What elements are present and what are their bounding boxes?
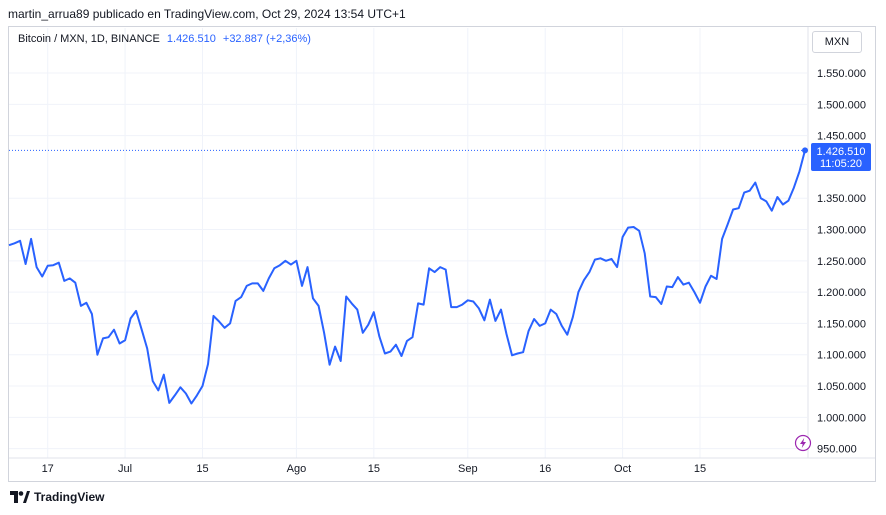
y-tick-label: 1.100.000 [817,350,866,362]
x-tick-label: 15 [694,463,706,475]
y-tick-label: 1.550.000 [817,68,866,80]
price-axis: 950.000 1.000.000 1.050.000 1.100.000 1.150.… [807,27,866,458]
series-line [8,150,806,405]
countdown-label: 11:05:20 [820,158,862,170]
x-tick-label: 17 [42,463,54,475]
y-tick-label: 1.000.000 [817,412,866,424]
time-axis: 17 Jul 15 Ago 15 Sep 16 Oct 15 [9,457,875,475]
x-tick-label: Sep [458,463,478,475]
x-tick-label: Jul [118,463,132,475]
y-tick-label: 1.050.000 [817,381,866,393]
footer: TradingView [10,490,104,504]
x-tick-label: Ago [287,463,307,475]
y-tick-label: 1.150.000 [817,318,866,330]
publication-header: martin_arrua89 publicado en TradingView.… [8,7,406,21]
grid-lines [9,28,807,458]
y-tick-label: 1.200.000 [817,287,866,299]
x-tick-label: 16 [539,463,551,475]
y-tick-label: 1.250.000 [817,256,866,268]
y-tick-label: 1.500.000 [817,99,866,111]
symbol-legend: Bitcoin / MXN, 1D, BINANCE 1.426.510 +32… [18,33,311,45]
tradingview-logo-icon [10,491,30,503]
lightning-icon[interactable] [794,434,812,452]
y-tick-label: 1.350.000 [817,193,866,205]
chart-frame [8,26,876,482]
last-price: 1.426.510 [166,33,216,45]
tradingview-brand: TradingView [34,490,105,504]
x-tick-label: 15 [196,463,208,475]
last-price-tag: 1.426.510 11:05:20 [811,143,871,171]
x-tick-label: Oct [614,463,631,475]
last-price-label: 1.426.510 [817,146,866,158]
y-tick-label: 1.450.000 [817,131,866,143]
price-change: +32.887 (+2,36%) [222,33,311,45]
y-tick-label: 950.000 [817,444,857,456]
currency-button[interactable]: MXN [812,31,862,53]
y-tick-label: 1.300.000 [817,225,866,237]
symbol-name[interactable]: Bitcoin / MXN, 1D, BINANCE [18,33,160,45]
last-price-point [802,147,808,154]
x-tick-label: 15 [368,463,380,475]
